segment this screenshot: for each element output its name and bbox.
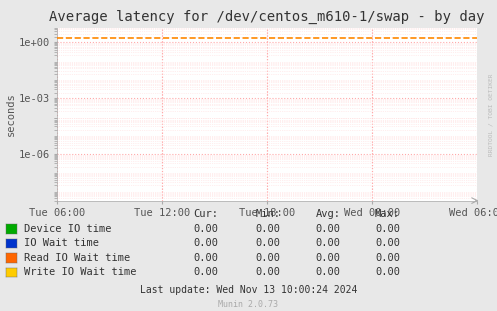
Text: Max:: Max: xyxy=(375,209,400,219)
Text: 0.00: 0.00 xyxy=(194,267,219,277)
Text: 0.00: 0.00 xyxy=(256,253,281,263)
Text: RRDTOOL / TOBI OETIKER: RRDTOOL / TOBI OETIKER xyxy=(488,74,493,156)
Text: 0.00: 0.00 xyxy=(316,224,340,234)
Text: 0.00: 0.00 xyxy=(316,253,340,263)
Text: 0.00: 0.00 xyxy=(256,267,281,277)
Text: Last update: Wed Nov 13 10:00:24 2024: Last update: Wed Nov 13 10:00:24 2024 xyxy=(140,285,357,295)
Text: Read IO Wait time: Read IO Wait time xyxy=(24,253,130,263)
Y-axis label: seconds: seconds xyxy=(5,92,15,136)
Text: 0.00: 0.00 xyxy=(375,224,400,234)
Text: 0.00: 0.00 xyxy=(375,253,400,263)
Title: Average latency for /dev/centos_m610-1/swap - by day: Average latency for /dev/centos_m610-1/s… xyxy=(49,10,485,24)
Text: Munin 2.0.73: Munin 2.0.73 xyxy=(219,300,278,309)
Text: Write IO Wait time: Write IO Wait time xyxy=(24,267,136,277)
Text: 0.00: 0.00 xyxy=(316,267,340,277)
Text: 0.00: 0.00 xyxy=(375,267,400,277)
Text: 0.00: 0.00 xyxy=(194,253,219,263)
Text: 0.00: 0.00 xyxy=(256,224,281,234)
Text: 0.00: 0.00 xyxy=(256,238,281,248)
Text: 0.00: 0.00 xyxy=(194,238,219,248)
Text: Cur:: Cur: xyxy=(194,209,219,219)
Text: Min:: Min: xyxy=(256,209,281,219)
Text: 0.00: 0.00 xyxy=(375,238,400,248)
Text: IO Wait time: IO Wait time xyxy=(24,238,99,248)
Text: 0.00: 0.00 xyxy=(316,238,340,248)
Text: 0.00: 0.00 xyxy=(194,224,219,234)
Text: Device IO time: Device IO time xyxy=(24,224,111,234)
Text: Avg:: Avg: xyxy=(316,209,340,219)
